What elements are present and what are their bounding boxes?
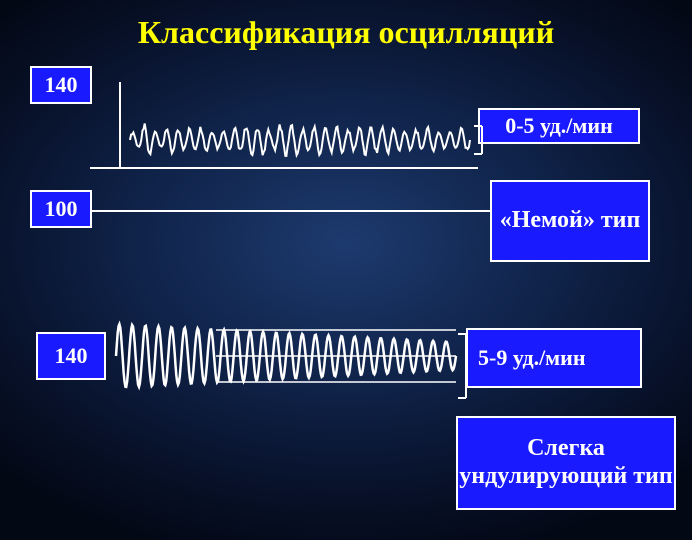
range-label-2: 5-9 уд./мин <box>466 328 642 388</box>
y-label-100: 100 <box>30 190 92 228</box>
baseline-100 <box>90 210 490 212</box>
oscillation-wave-2 <box>96 286 480 406</box>
oscillation-wave-1 <box>90 80 478 170</box>
y-label-140-top: 140 <box>30 66 92 104</box>
page-title: Классификация осцилляций <box>0 14 692 51</box>
type-label-1: «Немой» тип <box>490 180 650 262</box>
range-label-1: 0-5 уд./мин <box>478 108 640 144</box>
type-label-2: Слегка ундулирующий тип <box>456 416 676 510</box>
amplitude-bracket-1 <box>472 124 484 156</box>
amplitude-bracket-2 <box>456 332 468 400</box>
